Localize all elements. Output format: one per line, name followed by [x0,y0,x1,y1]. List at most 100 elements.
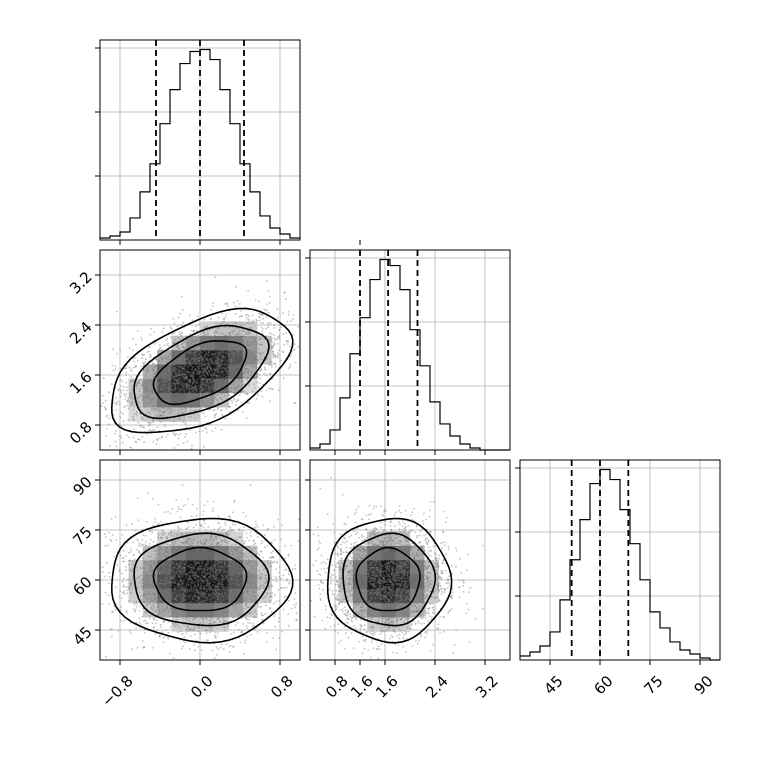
scatter-point [247,562,250,565]
scatter-point [248,582,251,584]
scatter-point [181,566,184,569]
scatter-point [150,606,152,609]
scatter-point [190,627,193,630]
scatter-point [198,571,201,574]
scatter-point [201,382,204,384]
scatter-point [233,358,235,361]
scatter-point [135,410,138,413]
scatter-point [175,391,178,394]
scatter-point [205,368,208,370]
scatter-point [257,577,259,579]
scatter-point [235,549,238,551]
scatter-point [191,368,194,371]
scatter-point [211,397,213,400]
density-cell [381,545,397,561]
scatter-point [193,360,196,363]
scatter-point [155,358,158,361]
scatter-point [146,385,148,388]
scatter-point [161,349,164,352]
scatter-point [232,582,235,585]
scatter-point [158,549,161,552]
scatter-point [210,374,213,377]
scatter-point [189,404,192,407]
scatter-point [266,632,269,634]
scatter-point [212,381,214,383]
scatter-point [246,627,248,629]
scatter-point [172,592,175,595]
scatter-point [215,331,217,334]
scatter-layer [100,276,484,660]
scatter-point [141,357,144,360]
scatter-point [219,588,222,590]
density-cell [171,378,187,394]
scatter-point [223,320,226,323]
scatter-point [216,347,219,350]
scatter-point [221,370,224,373]
scatter-point [224,303,226,305]
scatter-point [216,585,219,588]
scatter-point [193,633,196,636]
scatter-point [163,378,165,381]
scatter-point [225,408,228,411]
scatter-point [156,390,159,392]
scatter-point [270,556,273,559]
scatter-point [238,613,241,616]
scatter-point [237,351,240,354]
scatter-point [141,598,143,601]
scatter-point [160,366,162,369]
scatter-point [143,426,146,428]
scatter-point [144,399,147,402]
scatter-point [200,584,203,586]
scatter-point [270,340,273,343]
scatter-point [152,375,155,378]
scatter-point [183,390,186,393]
scatter-point [278,566,281,568]
scatter-point [129,568,131,571]
scatter-point [161,530,164,532]
scatter-point [196,379,199,381]
scatter-point [170,394,173,396]
scatter-point [151,398,154,400]
scatter-point [251,352,254,355]
scatter-point [167,549,170,552]
scatter-point [164,548,167,551]
scatter-point [196,596,199,599]
density-cell [142,602,158,618]
scatter-point [241,351,244,354]
scatter-point [217,401,220,404]
scatter-point [226,574,229,577]
density-cell [200,588,215,604]
scatter-point [213,331,216,334]
scatter-point [149,423,152,426]
scatter-point [114,440,117,443]
density-cell [228,574,244,589]
scatter-point [101,402,104,404]
scatter-point [192,526,195,529]
scatter-point [234,382,237,385]
scatter-point [205,363,207,365]
scatter-point [186,352,189,355]
scatter-point [130,368,133,371]
scatter-point [159,547,162,550]
scatter-point [180,388,183,391]
scatter-point [151,609,154,612]
scatter-point [136,538,138,541]
scatter-point [285,595,287,598]
scatter-point [210,357,212,360]
scatter-point [168,407,171,410]
scatter-point [260,612,263,614]
scatter-point [203,368,205,370]
scatter-point [109,444,111,447]
density-cell [142,588,158,604]
scatter-point [207,344,210,347]
scatter-point [136,548,138,551]
scatter-point [223,574,226,577]
scatter-point [265,374,268,376]
scatter-point [271,595,273,598]
scatter-point [160,380,162,383]
scatter-point [245,590,248,593]
scatter-point [138,381,140,384]
scatter-point [188,361,191,363]
scatter-point [160,356,163,359]
scatter-point [273,560,276,563]
